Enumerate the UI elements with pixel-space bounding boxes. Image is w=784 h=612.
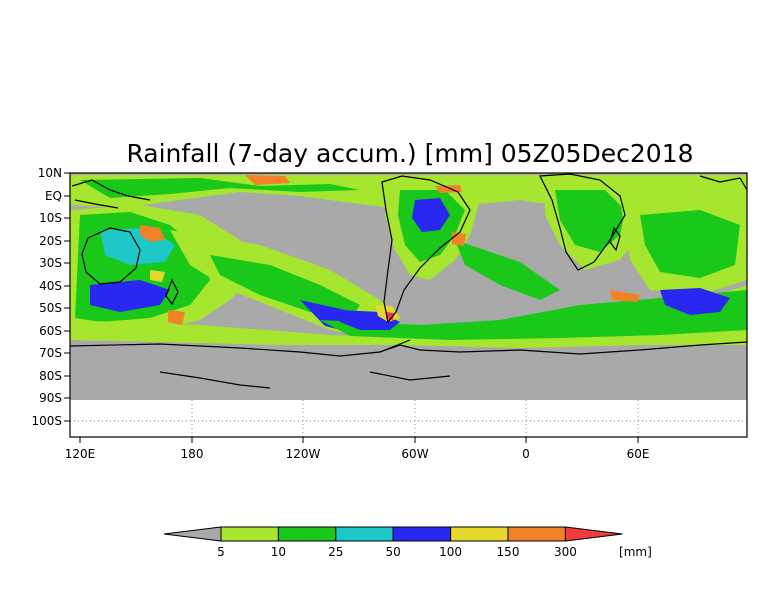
legend-unit: [mm] (619, 545, 652, 559)
coast-africa (539, 173, 626, 271)
legend-box-5 (450, 526, 509, 542)
legend-label: 150 (497, 545, 520, 559)
lon-label-60W: 60W (401, 447, 428, 461)
legend-label: 100 (439, 545, 462, 559)
map-area (69, 172, 748, 438)
color-legend: 5 10 25 50 100 150 300 [mm] (163, 526, 652, 559)
rain-hotspot-2 (245, 175, 290, 185)
lon-label-0: 0 (522, 447, 530, 461)
rain-band-indian-ocean-blue (660, 288, 730, 315)
lat-label-60S: 60S (39, 324, 62, 338)
legend-label: 50 (386, 545, 401, 559)
rain-band-south-america-blue (412, 198, 450, 232)
coast-madagascar (609, 226, 621, 252)
rain-hotspot-6 (150, 270, 165, 282)
rain-band-indian-ocean-green (640, 210, 740, 278)
rain-band-southern-ocean-green (320, 290, 747, 340)
legend-label: 25 (328, 545, 343, 559)
legend-box-6 (507, 526, 566, 542)
legend-triangle-high (564, 526, 623, 542)
legend-label: 300 (554, 545, 577, 559)
coast-antarctic-peninsula (159, 339, 451, 389)
coast-maritime-continent (71, 179, 151, 209)
rain-band-west-pacific-blue (90, 280, 170, 312)
lat-label-40S: 40S (39, 279, 62, 293)
coast-asia-east (699, 175, 748, 191)
coast-new-zealand (165, 278, 179, 306)
legend-triangle-low (163, 526, 222, 542)
rain-band-south-atlantic (455, 240, 560, 300)
rain-hotspot-7 (610, 290, 640, 302)
rain-band-africa-green (555, 190, 625, 252)
legend-label: 10 (271, 545, 286, 559)
legend-box-1 (220, 526, 279, 542)
legend-box-2 (277, 526, 337, 542)
lat-label-70S: 70S (39, 346, 62, 360)
legend-box-3 (335, 526, 394, 542)
lat-label-90S: 90S (39, 391, 62, 405)
lon-label-180: 180 (181, 447, 204, 461)
lon-label-120W: 120W (286, 447, 321, 461)
rainfall-field (70, 175, 747, 348)
coast-australia (81, 227, 141, 285)
rain-hotspot-5 (168, 310, 185, 325)
map-frame (69, 172, 748, 438)
chart-title: Rainfall (7-day accum.) [mm] 05Z05Dec201… (126, 139, 693, 168)
legend-label: 5 (217, 545, 225, 559)
coast-antarctica (69, 341, 748, 357)
lat-label-30S: 30S (39, 256, 62, 270)
lat-label-20S: 20S (39, 234, 62, 248)
lat-label-10N: 10N (38, 166, 62, 180)
rain-hotspot-8 (386, 312, 394, 320)
lat-label-100S: 100S (31, 414, 62, 428)
rain-hotspot-4 (452, 232, 466, 246)
lat-label-EQ: EQ (45, 189, 62, 203)
lat-label-10S: 10S (39, 211, 62, 225)
rain-hotspot-1 (140, 225, 165, 242)
legend-box-4 (392, 526, 452, 542)
coastlines (69, 173, 748, 389)
rain-band-spcz-green (210, 255, 360, 320)
lon-axis: 120E 180 120W 60W 0 60E (65, 437, 650, 461)
lat-label-50S: 50S (39, 301, 62, 315)
lat-axis: 10N EQ 10S 20S 30S 40S 50S 60S 70S 80S 9… (31, 166, 70, 428)
lat-label-80S: 80S (39, 369, 62, 383)
rain-band-equatorial-green (80, 178, 360, 198)
coast-south-america (381, 175, 471, 324)
lon-label-60E: 60E (627, 447, 650, 461)
gridlines (70, 400, 747, 437)
lon-label-120E: 120E (65, 447, 96, 461)
